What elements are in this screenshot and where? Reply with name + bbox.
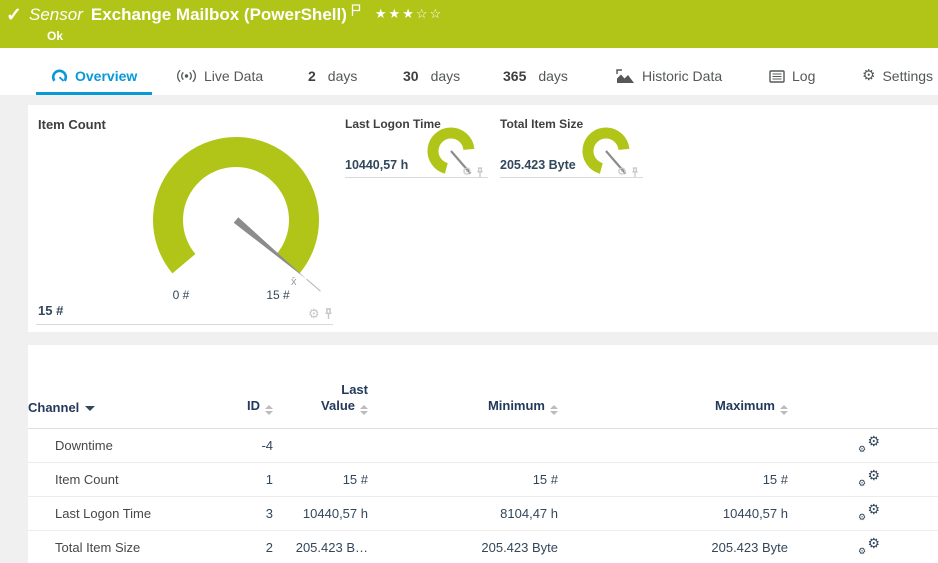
gauge-total-size-value: 205.423 Byte: [500, 158, 576, 172]
item-count-tools: ⚙: [308, 306, 333, 321]
gauge-total-size-title: Total Item Size: [500, 117, 584, 131]
last-logon-gauge: [425, 121, 485, 181]
channels-table: Channel ID Last Value Minimum: [28, 345, 938, 563]
gauge-last-logon-value: 10440,57 h: [345, 158, 409, 172]
last-logon-tools: ⚙: [462, 166, 484, 178]
channel-settings-icon[interactable]: ⚙ ⚙: [858, 466, 880, 488]
priority-stars[interactable]: ★★★☆☆: [374, 6, 444, 21]
gauges-panel: Item Count 0 # 15 # x̄ 15 # ⚙: [28, 105, 938, 332]
tab-live-data-label: Live Data: [204, 68, 264, 84]
gauge-item-count-value: 15 #: [38, 303, 64, 318]
gear-icon[interactable]: ⚙: [617, 166, 627, 178]
tab-2-days-number: 2: [308, 68, 316, 84]
channel-last-value: [273, 428, 368, 463]
table-row: Downtime -4 ⚙ ⚙: [28, 428, 938, 463]
channel-maximum: [558, 428, 788, 463]
channel-maximum: 10440,57 h: [558, 496, 788, 531]
gear-icon[interactable]: ⚙: [462, 166, 472, 178]
header-channel[interactable]: Channel: [28, 345, 228, 429]
pin-icon[interactable]: [476, 166, 484, 178]
channel-maximum: 205.423 Byte: [558, 530, 788, 563]
tab-bar: Overview Live Data 2 days 30 days 365: [0, 48, 938, 95]
channel-settings-icon[interactable]: ⚙ ⚙: [858, 500, 880, 522]
pin-icon[interactable]: [324, 308, 333, 320]
sort-icon: [550, 404, 558, 415]
table-row: Total Item Size 2 205.423 B… 205.423 Byt…: [28, 530, 938, 563]
tab-overview-label: Overview: [75, 68, 138, 84]
live-data-icon: [176, 69, 197, 83]
channel-last-value: 15 #: [273, 462, 368, 497]
tab-live-data[interactable]: Live Data: [176, 68, 263, 95]
gauge-last-logon-title: Last Logon Time: [345, 117, 441, 131]
tab-log-label: Log: [792, 68, 816, 84]
table-row: Last Logon Time 3 10440,57 h 8104,47 h 1…: [28, 496, 938, 531]
tab-365-days[interactable]: 365 days: [503, 68, 568, 95]
tab-2-days[interactable]: 2 days: [308, 68, 357, 95]
gauge-scale-max: 15 #: [266, 288, 290, 302]
channel-name: Total Item Size: [28, 530, 228, 563]
sort-icon: [360, 404, 368, 415]
channel-minimum: 8104,47 h: [368, 496, 558, 531]
header-maximum[interactable]: Maximum: [558, 345, 788, 429]
sensor-status-banner: ✓ Sensor Exchange Mailbox (PowerShell) ★…: [0, 0, 938, 48]
header-minimum[interactable]: Minimum: [368, 345, 558, 429]
total-size-tools: ⚙: [617, 166, 639, 178]
gauge-icon: [51, 69, 68, 84]
channel-minimum: 15 #: [368, 462, 558, 497]
sort-icon: [780, 404, 788, 415]
sort-icon: [265, 404, 273, 415]
tab-historic-data[interactable]: Historic Data: [616, 68, 722, 95]
table-row: Item Count 1 15 # 15 # 15 # ⚙ ⚙: [28, 462, 938, 497]
channel-settings-icon[interactable]: ⚙ ⚙: [858, 534, 880, 556]
gear-icon[interactable]: ⚙: [308, 306, 320, 321]
channel-id: 3: [228, 496, 273, 531]
tab-settings-label: Settings: [882, 68, 934, 84]
overview-content: Item Count 0 # 15 # x̄ 15 # ⚙: [0, 95, 938, 563]
item-count-gauge: [133, 120, 339, 300]
header-id[interactable]: ID: [228, 345, 273, 429]
channel-id: -4: [228, 428, 273, 463]
tab-overview[interactable]: Overview: [36, 68, 153, 95]
sensor-status-text: Ok: [47, 29, 64, 43]
channel-maximum: 15 #: [558, 462, 788, 497]
tab-30-days-number: 30: [403, 68, 419, 84]
gauge-item-count-title: Item Count: [38, 117, 106, 132]
tab-2-days-label: days: [327, 68, 358, 84]
header-last-value[interactable]: Last Value: [273, 345, 368, 429]
channel-id: 2: [228, 530, 273, 563]
channel-minimum: 205.423 Byte: [368, 530, 558, 563]
channel-last-value: 10440,57 h: [273, 496, 368, 531]
gauge-average-marker: x̄: [291, 276, 297, 288]
sensor-title: Exchange Mailbox (PowerShell): [90, 5, 347, 24]
status-ok-check-icon: ✓: [6, 5, 22, 26]
historic-chart-icon: [616, 68, 635, 84]
tab-30-days[interactable]: 30 days: [403, 68, 460, 95]
channel-settings-icon[interactable]: ⚙ ⚙: [858, 432, 880, 454]
tab-365-days-number: 365: [503, 68, 527, 84]
tab-settings[interactable]: ⚙ Settings: [862, 68, 933, 95]
sort-desc-icon: [85, 405, 96, 411]
pin-icon[interactable]: [631, 166, 639, 178]
channels-panel: Channel ID Last Value Minimum: [28, 345, 938, 563]
channel-id: 1: [228, 462, 273, 497]
channel-minimum: [368, 428, 558, 463]
channel-name: Last Logon Time: [28, 496, 228, 531]
channel-last-value: 205.423 B…: [273, 530, 368, 563]
settings-gear-icon: ⚙: [862, 67, 876, 84]
tab-30-days-label: days: [430, 68, 461, 84]
tab-historic-data-label: Historic Data: [642, 68, 723, 84]
sensor-type-label: Sensor: [29, 5, 83, 24]
flag-icon[interactable]: [351, 4, 361, 17]
tab-log[interactable]: Log: [769, 68, 815, 95]
total-size-gauge: [580, 121, 640, 181]
log-icon: [769, 69, 785, 83]
channel-name: Downtime: [28, 428, 228, 463]
gauge-scale-min: 0 #: [172, 288, 190, 302]
channel-name: Item Count: [28, 462, 228, 497]
tab-365-days-label: days: [538, 68, 568, 84]
